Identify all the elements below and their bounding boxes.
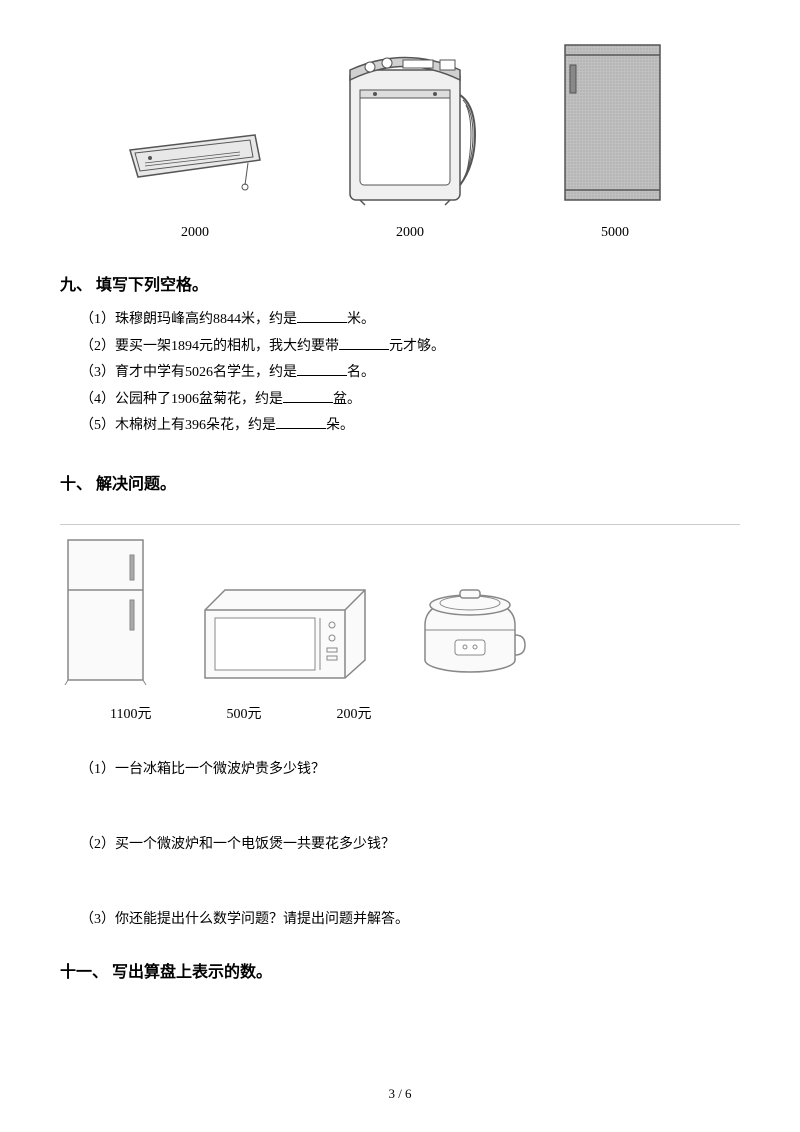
question-3: （3）你还能提出什么数学问题？请提出问题并解答。 <box>60 908 740 928</box>
blank-field[interactable] <box>276 415 326 429</box>
appliance-washer: 2000 <box>335 40 485 241</box>
washing-machine-icon <box>335 40 485 210</box>
price-label: 200元 <box>336 703 371 723</box>
blank-field[interactable] <box>297 309 347 323</box>
appliance-label: 2000 <box>181 225 209 241</box>
fridge-icon <box>60 535 160 685</box>
product-row <box>60 524 740 695</box>
page-footer: 3 / 6 <box>0 1086 800 1102</box>
blank-field[interactable] <box>283 389 333 403</box>
appliance-row: 2000 2000 <box>60 40 740 241</box>
blank-prefix: （5）木棉树上有396朵花，约是 <box>80 418 276 433</box>
rice-cooker-icon <box>410 575 530 685</box>
blank-suffix: 名。 <box>347 365 375 380</box>
question-2: （2）买一个微波炉和一个电饭煲一共要花多少钱？ <box>60 833 740 853</box>
price-label: 1100元 <box>110 703 151 723</box>
appliance-label: 5000 <box>601 225 629 241</box>
fill-blank-list: （1）珠穆朗玛峰高约8844米，约是 米。 （2）要买一架1894元的相机，我大约… <box>60 307 740 440</box>
blank-field[interactable] <box>297 362 347 376</box>
fill-blank-item: （2）要买一架1894元的相机，我大约要带 元才够。 <box>80 334 740 361</box>
blank-suffix: 朵。 <box>326 418 354 433</box>
microwave-icon <box>200 575 370 685</box>
appliance-ac: 2000 <box>125 80 265 241</box>
blank-prefix: （3）育才中学有5026名学生，约是 <box>80 365 297 380</box>
price-label: 500元 <box>226 703 261 723</box>
blank-suffix: 米。 <box>347 312 375 327</box>
blank-field[interactable] <box>339 336 389 350</box>
blank-prefix: （1）珠穆朗玛峰高约8844米，约是 <box>80 312 297 327</box>
appliance-fridge: 5000 <box>555 40 675 241</box>
section-10-title: 十、 解决问题。 <box>60 470 740 494</box>
price-row: 1100元 500元 200元 <box>60 703 740 723</box>
section-11-title: 十一、 写出算盘上表示的数。 <box>60 958 740 982</box>
air-conditioner-icon <box>125 80 265 210</box>
question-1: （1）一台冰箱比一个微波炉贵多少钱？ <box>60 758 740 778</box>
fill-blank-item: （1）珠穆朗玛峰高约8844米，约是 米。 <box>80 307 740 334</box>
fill-blank-item: （3）育才中学有5026名学生，约是 名。 <box>80 360 740 387</box>
appliance-label: 2000 <box>396 225 424 241</box>
blank-suffix: 元才够。 <box>389 339 445 354</box>
fill-blank-item: （5）木棉树上有396朵花，约是 朵。 <box>80 413 740 440</box>
refrigerator-icon <box>555 40 675 210</box>
blank-suffix: 盆。 <box>333 392 361 407</box>
blank-prefix: （4）公园种了1906盆菊花，约是 <box>80 392 283 407</box>
blank-prefix: （2）要买一架1894元的相机，我大约要带 <box>80 339 339 354</box>
fill-blank-item: （4）公园种了1906盆菊花，约是 盆。 <box>80 387 740 414</box>
section-9-title: 九、 填写下列空格。 <box>60 271 740 295</box>
